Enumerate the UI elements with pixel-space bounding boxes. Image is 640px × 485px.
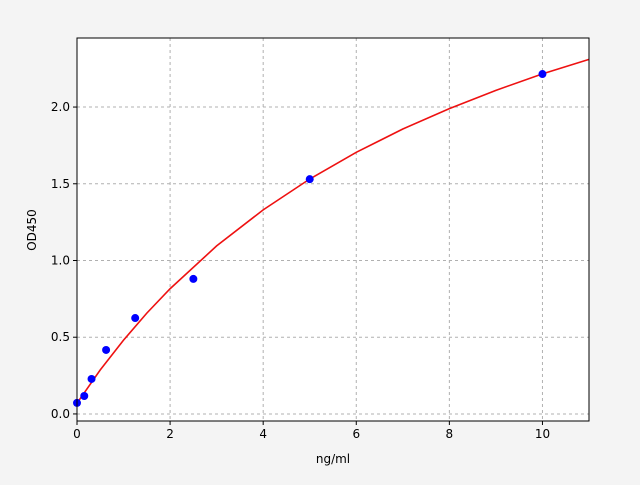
data-point — [80, 391, 89, 400]
data-point — [87, 374, 96, 383]
y-tick-label: 0.0 — [51, 407, 70, 421]
plot-area — [77, 38, 589, 421]
y-tick-label: 2.0 — [51, 100, 70, 114]
x-tick-label: 10 — [535, 427, 550, 441]
y-tick-label: 1.5 — [51, 177, 70, 191]
fit-curve — [76, 58, 590, 404]
data-point — [305, 175, 314, 184]
data-point — [102, 345, 111, 354]
x-axis-label: ng/ml — [316, 452, 350, 466]
x-tick-label: 2 — [166, 427, 174, 441]
y-axis-label: OD450 — [25, 209, 39, 251]
y-tick-label: 0.5 — [51, 330, 70, 344]
data-point — [538, 70, 547, 79]
plot-frame — [76, 37, 590, 422]
x-tick-label: 6 — [352, 427, 360, 441]
x-tick-label: 4 — [259, 427, 267, 441]
data-point — [131, 314, 140, 323]
x-tick-label: 0 — [73, 427, 81, 441]
data-point — [189, 274, 198, 283]
y-tick-label: 1.0 — [51, 253, 70, 267]
x-tick-label: 8 — [446, 427, 454, 441]
